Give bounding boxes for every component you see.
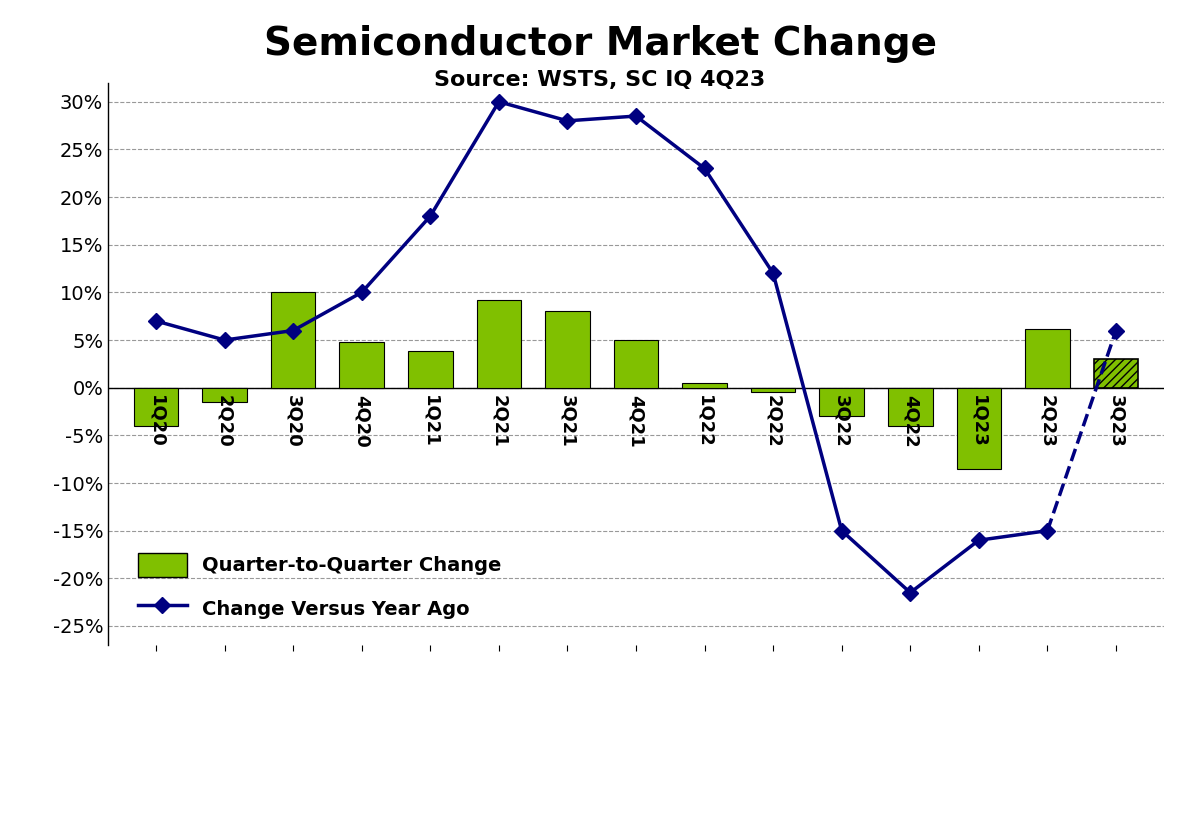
Bar xyxy=(956,388,1001,469)
Text: 4Q21: 4Q21 xyxy=(628,395,646,448)
Bar xyxy=(408,351,452,388)
Bar xyxy=(545,312,589,388)
Text: 1Q23: 1Q23 xyxy=(970,395,988,448)
Bar xyxy=(203,388,247,402)
Bar xyxy=(476,300,521,388)
Bar xyxy=(1093,359,1139,388)
Text: 1Q20: 1Q20 xyxy=(148,395,166,448)
Bar xyxy=(613,340,659,388)
Text: 3Q21: 3Q21 xyxy=(558,395,576,448)
Text: 2Q22: 2Q22 xyxy=(764,395,782,448)
Bar xyxy=(340,342,384,388)
Text: 1Q21: 1Q21 xyxy=(421,395,439,448)
Bar xyxy=(888,388,932,426)
Bar xyxy=(133,388,179,426)
Text: 1Q22: 1Q22 xyxy=(696,395,714,448)
Bar xyxy=(751,388,796,393)
Text: 3Q20: 3Q20 xyxy=(284,395,302,448)
Text: 2Q20: 2Q20 xyxy=(216,395,234,448)
Text: 2Q21: 2Q21 xyxy=(490,395,508,448)
Text: 3Q22: 3Q22 xyxy=(833,395,851,448)
Text: Semiconductor Market Change: Semiconductor Market Change xyxy=(264,25,936,63)
Text: 2Q23: 2Q23 xyxy=(1038,395,1056,448)
Bar xyxy=(683,383,727,388)
Text: 3Q23: 3Q23 xyxy=(1108,395,1126,448)
Bar xyxy=(820,388,864,416)
Text: 4Q20: 4Q20 xyxy=(353,395,371,448)
Legend: Quarter-to-Quarter Change, Change Versus Year Ago: Quarter-to-Quarter Change, Change Versus… xyxy=(128,543,511,629)
Text: 4Q22: 4Q22 xyxy=(901,395,919,448)
Bar xyxy=(271,293,316,388)
Text: Source: WSTS, SC IQ 4Q23: Source: WSTS, SC IQ 4Q23 xyxy=(434,70,766,90)
Bar xyxy=(1025,328,1069,388)
